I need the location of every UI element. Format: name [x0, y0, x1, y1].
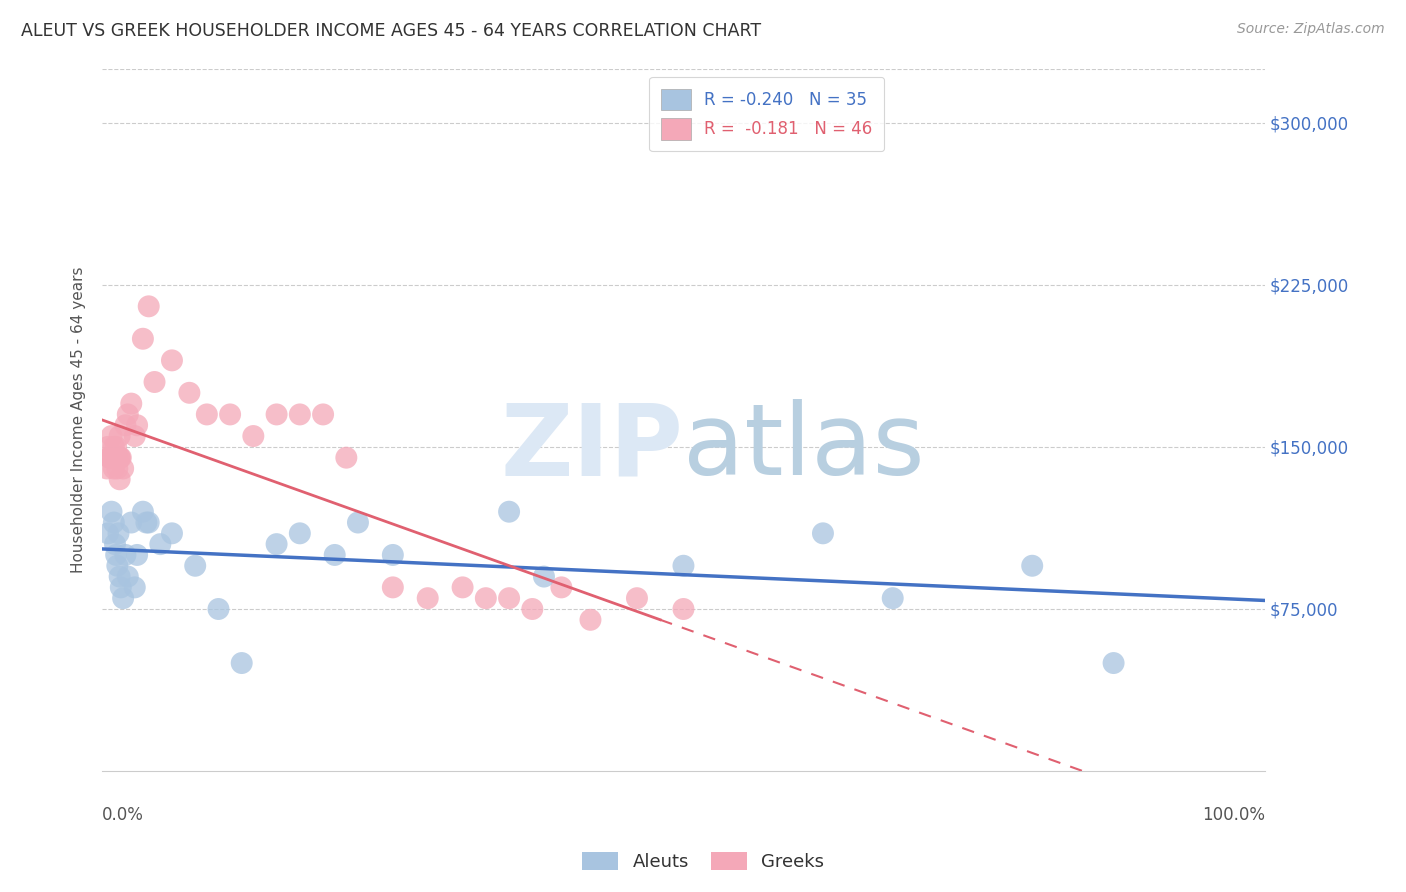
- Text: 100.0%: 100.0%: [1202, 806, 1265, 824]
- Point: [179, 385, 201, 400]
- Point: [120, 396, 142, 410]
- Point: [101, 450, 124, 465]
- Point: [149, 537, 172, 551]
- Point: [135, 516, 157, 530]
- Point: [184, 558, 207, 573]
- Text: 0.0%: 0.0%: [103, 806, 143, 824]
- Point: [533, 569, 555, 583]
- Point: [882, 591, 904, 606]
- Y-axis label: Householder Income Ages 45 - 64 years: Householder Income Ages 45 - 64 years: [72, 267, 86, 573]
- Point: [1021, 558, 1043, 573]
- Point: [127, 418, 149, 433]
- Point: [550, 580, 572, 594]
- Point: [288, 408, 311, 422]
- Point: [219, 408, 242, 422]
- Text: Source: ZipAtlas.com: Source: ZipAtlas.com: [1237, 22, 1385, 37]
- Point: [98, 450, 121, 465]
- Point: [288, 526, 311, 541]
- Point: [98, 450, 121, 465]
- Point: [579, 613, 602, 627]
- Point: [105, 548, 128, 562]
- Point: [112, 591, 135, 606]
- Point: [160, 526, 183, 541]
- Point: [498, 591, 520, 606]
- Point: [242, 429, 264, 443]
- Point: [114, 418, 136, 433]
- Point: [105, 450, 128, 465]
- Point: [132, 505, 155, 519]
- Point: [416, 591, 439, 606]
- Point: [522, 602, 544, 616]
- Point: [107, 526, 129, 541]
- Point: [114, 548, 136, 562]
- Point: [312, 408, 335, 422]
- Point: [335, 450, 357, 465]
- Point: [117, 408, 139, 422]
- Point: [97, 440, 120, 454]
- Text: ALEUT VS GREEK HOUSEHOLDER INCOME AGES 45 - 64 YEARS CORRELATION CHART: ALEUT VS GREEK HOUSEHOLDER INCOME AGES 4…: [21, 22, 761, 40]
- Point: [124, 429, 146, 443]
- Point: [104, 537, 127, 551]
- Point: [117, 569, 139, 583]
- Point: [138, 516, 160, 530]
- Point: [143, 375, 166, 389]
- Point: [160, 353, 183, 368]
- Point: [195, 408, 218, 422]
- Text: ZIP: ZIP: [501, 400, 683, 497]
- Legend: Aleuts, Greeks: Aleuts, Greeks: [575, 845, 831, 879]
- Point: [451, 580, 474, 594]
- Point: [103, 516, 125, 530]
- Point: [381, 580, 404, 594]
- Point: [381, 548, 404, 562]
- Point: [475, 591, 498, 606]
- Point: [323, 548, 346, 562]
- Point: [97, 526, 120, 541]
- Point: [498, 505, 520, 519]
- Point: [105, 558, 128, 573]
- Point: [108, 429, 131, 443]
- Point: [120, 516, 142, 530]
- Point: [672, 558, 695, 573]
- Point: [105, 450, 128, 465]
- Point: [1102, 656, 1125, 670]
- Legend: R = -0.240   N = 35, R =  -0.181   N = 46: R = -0.240 N = 35, R = -0.181 N = 46: [650, 77, 884, 152]
- Point: [124, 580, 146, 594]
- Point: [132, 332, 155, 346]
- Point: [811, 526, 834, 541]
- Text: atlas: atlas: [683, 400, 925, 497]
- Point: [127, 548, 149, 562]
- Point: [672, 602, 695, 616]
- Point: [105, 440, 128, 454]
- Point: [100, 429, 122, 443]
- Point: [266, 537, 288, 551]
- Point: [105, 461, 128, 475]
- Point: [110, 580, 132, 594]
- Point: [110, 450, 132, 465]
- Point: [207, 602, 229, 616]
- Point: [108, 569, 131, 583]
- Point: [104, 450, 127, 465]
- Point: [103, 440, 125, 454]
- Point: [112, 461, 135, 475]
- Point: [138, 299, 160, 313]
- Point: [626, 591, 648, 606]
- Point: [266, 408, 288, 422]
- Point: [108, 450, 131, 465]
- Point: [100, 505, 122, 519]
- Point: [347, 516, 370, 530]
- Point: [96, 461, 118, 475]
- Point: [103, 461, 125, 475]
- Point: [108, 472, 131, 486]
- Point: [108, 450, 131, 465]
- Point: [231, 656, 253, 670]
